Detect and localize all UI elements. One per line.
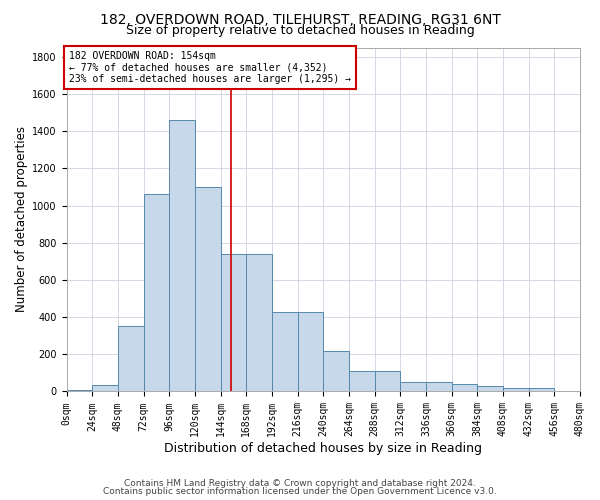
Text: 182, OVERDOWN ROAD, TILEHURST, READING, RG31 6NT: 182, OVERDOWN ROAD, TILEHURST, READING, … (100, 12, 500, 26)
Bar (143, 194, 169, 392)
Bar (529, 388, 554, 392)
Bar (118, 326, 143, 392)
Text: Size of property relative to detached houses in Reading: Size of property relative to detached ho… (125, 24, 475, 37)
Bar (478, 386, 503, 392)
Bar (272, 312, 298, 392)
X-axis label: Distribution of detached houses by size in Reading: Distribution of detached houses by size … (164, 442, 482, 455)
Bar (246, 254, 272, 392)
Bar (323, 350, 349, 392)
Bar (169, 120, 195, 392)
Bar (195, 187, 221, 392)
Bar (452, 384, 478, 392)
Bar (67, 390, 92, 392)
Bar (503, 388, 529, 392)
Bar (374, 371, 400, 392)
Bar (221, 254, 246, 392)
Bar (554, 390, 580, 392)
Bar (298, 312, 323, 392)
Text: Contains public sector information licensed under the Open Government Licence v3: Contains public sector information licen… (103, 487, 497, 496)
Bar (400, 382, 426, 392)
Bar (92, 385, 118, 392)
Bar (426, 382, 452, 392)
Bar (349, 371, 374, 392)
Text: 182 OVERDOWN ROAD: 154sqm
← 77% of detached houses are smaller (4,352)
23% of se: 182 OVERDOWN ROAD: 154sqm ← 77% of detac… (68, 51, 350, 84)
Text: Contains HM Land Registry data © Crown copyright and database right 2024.: Contains HM Land Registry data © Crown c… (124, 478, 476, 488)
Y-axis label: Number of detached properties: Number of detached properties (15, 126, 28, 312)
